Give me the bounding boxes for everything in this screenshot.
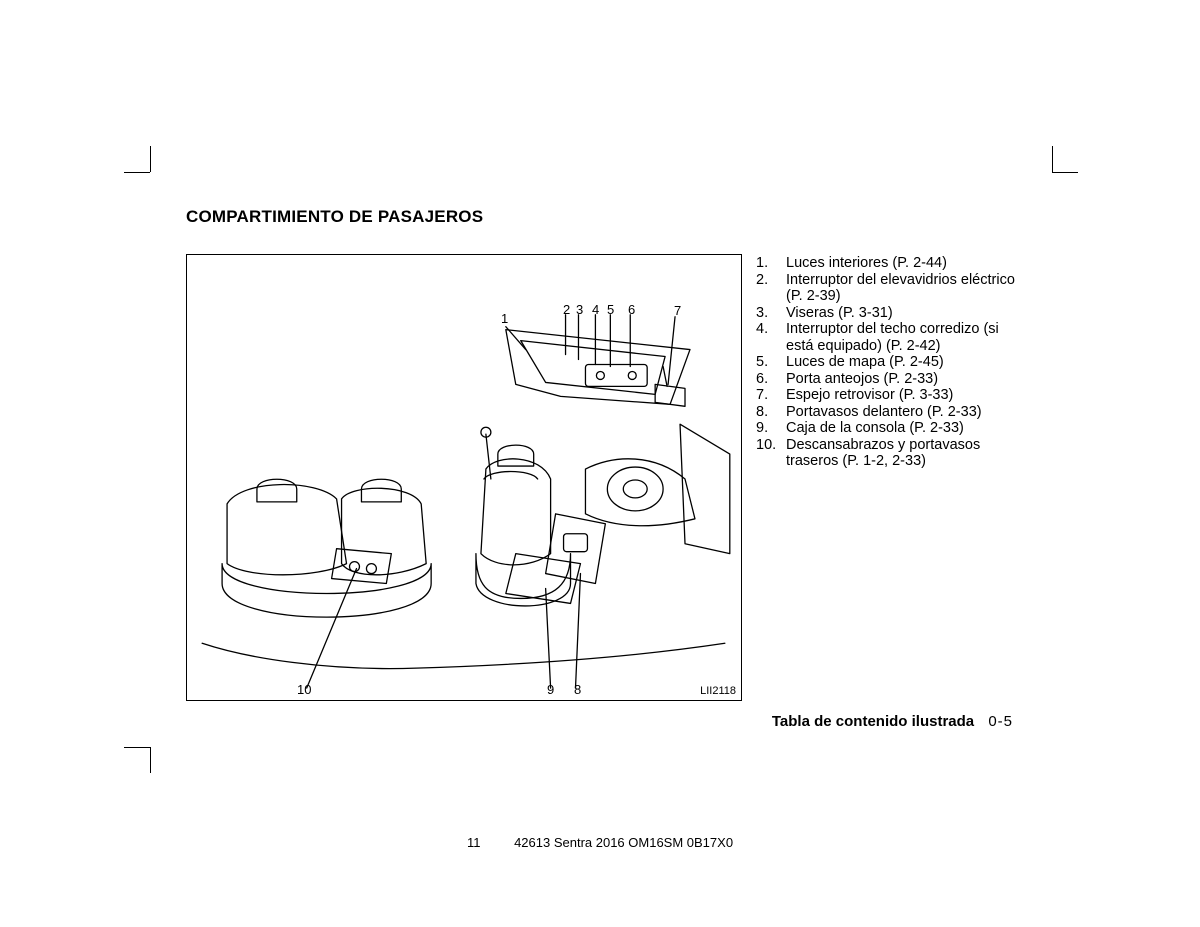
section-name: Tabla de contenido ilustrada [772, 713, 974, 730]
legend-text: Espejo retrovisor (P. 3-33) [786, 387, 1026, 404]
callout-4: 4 [592, 302, 599, 317]
legend-num: 5. [756, 354, 786, 371]
legend-text: Luces de mapa (P. 2-45) [786, 354, 1026, 371]
callout-10: 10 [297, 682, 311, 697]
legend-text: Interruptor del techo corredizo (si está… [786, 321, 1026, 354]
legend-item: 1.Luces interiores (P. 2-44) [756, 255, 1026, 272]
legend-num: 10. [756, 437, 786, 470]
figure-passenger-compartment: 1 2 3 4 5 6 7 8 9 10 LII2118 [186, 254, 742, 701]
callout-7: 7 [674, 303, 681, 318]
legend-item: 6.Porta anteojos (P. 2-33) [756, 371, 1026, 388]
callout-9: 9 [547, 682, 554, 697]
callout-2: 2 [563, 302, 570, 317]
callout-5: 5 [607, 302, 614, 317]
legend-num: 2. [756, 272, 786, 305]
legend-item: 7.Espejo retrovisor (P. 3-33) [756, 387, 1026, 404]
interior-illustration [187, 255, 741, 700]
legend-num: 3. [756, 305, 786, 322]
legend-item: 4.Interruptor del techo corredizo (si es… [756, 321, 1026, 354]
legend-num: 7. [756, 387, 786, 404]
legend-item: 10.Descansabrazos y portavasos traseros … [756, 437, 1026, 470]
legend-text: Interruptor del elevavidrios eléctrico (… [786, 272, 1026, 305]
legend-text: Portavasos delantero (P. 2-33) [786, 404, 1026, 421]
legend-text: Viseras (P. 3-31) [786, 305, 1026, 322]
legend-item: 2.Interruptor del elevavidrios eléctrico… [756, 272, 1026, 305]
figure-code: LII2118 [700, 685, 736, 697]
callout-6: 6 [628, 302, 635, 317]
print-page-number: 11 [467, 835, 481, 850]
print-doc-code: 42613 Sentra 2016 OM16SM 0B17X0 [514, 835, 733, 850]
section-footer: Tabla de contenido ilustrada 0-5 [772, 713, 1013, 730]
legend-num: 8. [756, 404, 786, 421]
legend-item: 8.Portavasos delantero (P. 2-33) [756, 404, 1026, 421]
legend-text: Caja de la consola (P. 2-33) [786, 420, 1026, 437]
callout-3: 3 [576, 302, 583, 317]
callout-1: 1 [501, 311, 508, 326]
legend-list: 1.Luces interiores (P. 2-44) 2.Interrupt… [756, 255, 1026, 470]
legend-text: Porta anteojos (P. 2-33) [786, 371, 1026, 388]
legend-item: 9.Caja de la consola (P. 2-33) [756, 420, 1026, 437]
legend-num: 4. [756, 321, 786, 354]
legend-text: Luces interiores (P. 2-44) [786, 255, 1026, 272]
callout-8: 8 [574, 682, 581, 697]
legend-item: 5.Luces de mapa (P. 2-45) [756, 354, 1026, 371]
section-title: COMPARTIMIENTO DE PASAJEROS [186, 207, 483, 227]
section-page: 0-5 [988, 713, 1013, 730]
legend-text: Descansabrazos y portavasos traseros (P.… [786, 437, 1026, 470]
legend-num: 9. [756, 420, 786, 437]
legend-num: 6. [756, 371, 786, 388]
legend-item: 3.Viseras (P. 3-31) [756, 305, 1026, 322]
legend-num: 1. [756, 255, 786, 272]
print-footer: 11 42613 Sentra 2016 OM16SM 0B17X0 [0, 835, 1200, 850]
